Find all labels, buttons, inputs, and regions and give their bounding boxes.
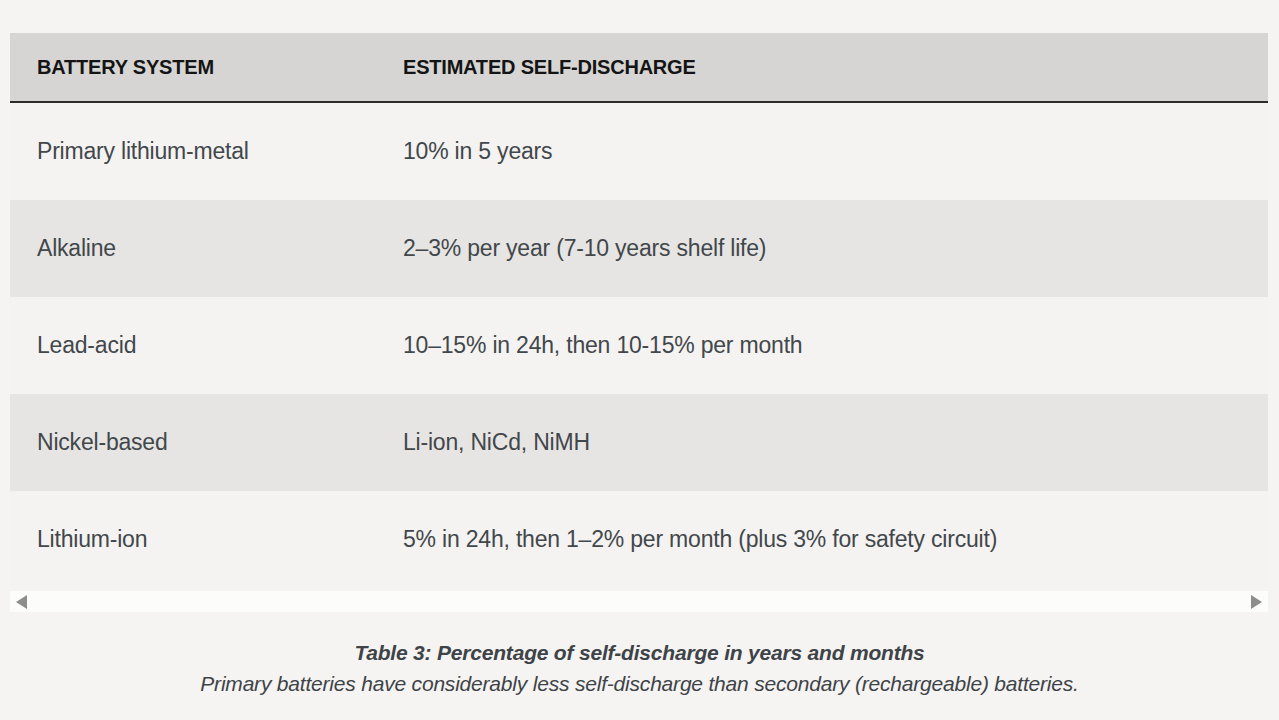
self-discharge-cell: 10–15% in 24h, then 10-15% per month: [376, 332, 1268, 359]
table-row: Alkaline 2–3% per year (7-10 years shelf…: [10, 200, 1268, 297]
table-caption: Table 3: Percentage of self-discharge in…: [0, 638, 1279, 700]
caption-title: Table 3: Percentage of self-discharge in…: [0, 638, 1279, 668]
table-row: Lead-acid 10–15% in 24h, then 10-15% per…: [10, 297, 1268, 394]
column-header-estimated-self-discharge: ESTIMATED SELF-DISCHARGE: [376, 56, 1268, 79]
battery-system-cell: Nickel-based: [10, 429, 376, 456]
caption-subtitle: Primary batteries have considerably less…: [0, 668, 1279, 700]
self-discharge-cell: 2–3% per year (7-10 years shelf life): [376, 235, 1268, 262]
table-row: Primary lithium-metal 10% in 5 years: [10, 103, 1268, 200]
table-row: Lithium-ion 5% in 24h, then 1–2% per mon…: [10, 491, 1268, 588]
battery-self-discharge-table: BATTERY SYSTEM ESTIMATED SELF-DISCHARGE …: [10, 33, 1268, 612]
horizontal-scrollbar[interactable]: [10, 591, 1268, 612]
scroll-right-arrow-icon[interactable]: [1251, 595, 1262, 609]
battery-system-cell: Lithium-ion: [10, 526, 376, 553]
battery-system-cell: Alkaline: [10, 235, 376, 262]
column-header-battery-system: BATTERY SYSTEM: [10, 56, 376, 79]
self-discharge-cell: 5% in 24h, then 1–2% per month (plus 3% …: [376, 526, 1268, 553]
table-row: Nickel-based Li-ion, NiCd, NiMH: [10, 394, 1268, 491]
battery-system-cell: Primary lithium-metal: [10, 138, 376, 165]
battery-system-cell: Lead-acid: [10, 332, 376, 359]
scroll-left-arrow-icon[interactable]: [16, 595, 27, 609]
self-discharge-cell: 10% in 5 years: [376, 138, 1268, 165]
self-discharge-cell: Li-ion, NiCd, NiMH: [376, 429, 1268, 456]
table-header-row: BATTERY SYSTEM ESTIMATED SELF-DISCHARGE: [10, 33, 1268, 103]
